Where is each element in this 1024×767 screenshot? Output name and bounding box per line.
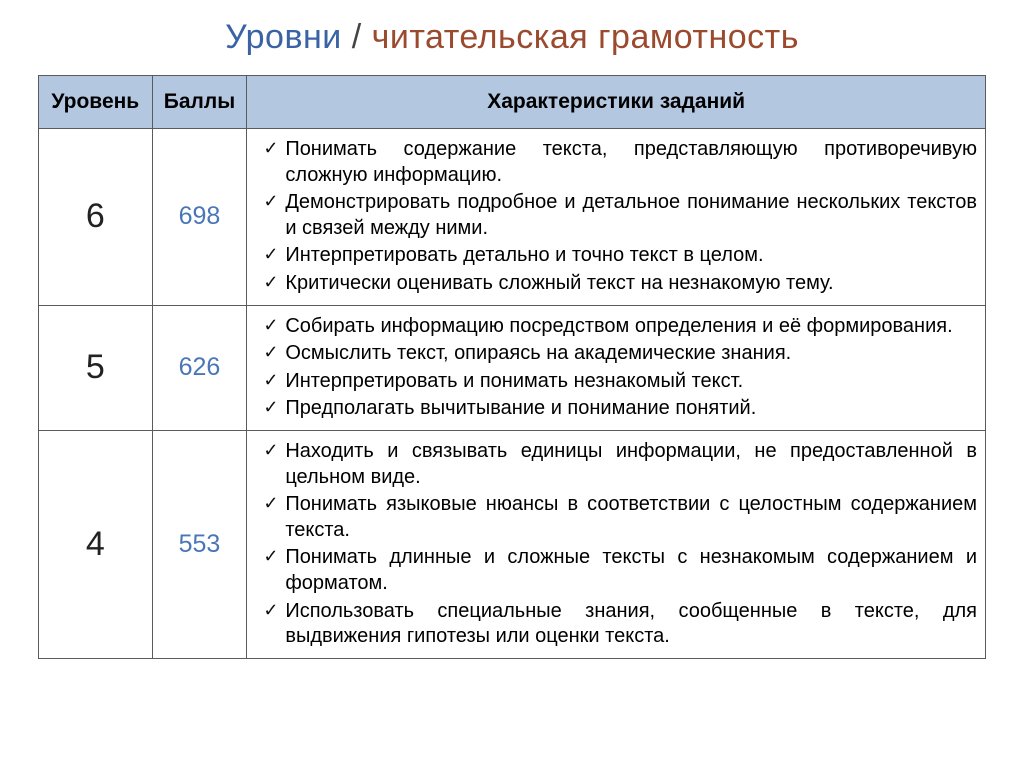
level-cell: 6: [39, 129, 153, 306]
level-cell: 5: [39, 305, 153, 430]
bullet-item: Понимать языковые нюансы в соответствии …: [255, 492, 977, 543]
table-row: 4553Находить и связывать единицы информа…: [39, 430, 986, 658]
bullet-item: Находить и связывать единицы информации,…: [255, 439, 977, 490]
bullet-item: Предполагать вычитывание и понимание пон…: [255, 396, 977, 422]
bullet-item: Собирать информацию посредством определе…: [255, 314, 977, 340]
bullet-item: Критически оценивать сложный текст на не…: [255, 271, 977, 297]
score-cell: 698: [152, 129, 247, 306]
table-row: 5626 Собирать информацию посредством опре…: [39, 305, 986, 430]
table-header-row: Уровень Баллы Характеристики заданий: [39, 76, 986, 129]
header-score: Баллы: [152, 76, 247, 129]
title-right: читательская грамотность: [372, 18, 799, 56]
bullet-item: Интерпретировать и понимать незнакомый т…: [255, 369, 977, 395]
bullet-item: Использовать специальные знания, сообщен…: [255, 599, 977, 650]
level-cell: 4: [39, 430, 153, 658]
bullet-item: Интерпретировать детально и точно текст …: [255, 243, 977, 269]
bullet-item: Демонстрировать подробное и детальное по…: [255, 190, 977, 241]
desc-cell: Находить и связывать единицы информации,…: [247, 430, 986, 658]
title-left: Уровни: [225, 18, 342, 56]
bullet-list: Находить и связывать единицы информации,…: [255, 439, 977, 650]
bullet-item: Понимать длинные и сложные тексты с незн…: [255, 545, 977, 596]
title-sep: /: [352, 18, 362, 56]
bullet-item: Понимать содержание текста, представляющ…: [255, 137, 977, 188]
bullet-item: Осмыслить текст, опираясь на академическ…: [255, 341, 977, 367]
desc-cell: Собирать информацию посредством определе…: [247, 305, 986, 430]
bullet-list: Понимать содержание текста, представляющ…: [255, 137, 977, 297]
table-row: 6698Понимать содержание текста, представ…: [39, 129, 986, 306]
page-title: Уровни / читательская грамотность: [38, 18, 986, 57]
levels-table: Уровень Баллы Характеристики заданий 669…: [38, 75, 986, 659]
score-cell: 626: [152, 305, 247, 430]
header-desc: Характеристики заданий: [247, 76, 986, 129]
desc-cell: Понимать содержание текста, представляющ…: [247, 129, 986, 306]
bullet-list: Собирать информацию посредством определе…: [255, 314, 977, 422]
score-cell: 553: [152, 430, 247, 658]
header-level: Уровень: [39, 76, 153, 129]
